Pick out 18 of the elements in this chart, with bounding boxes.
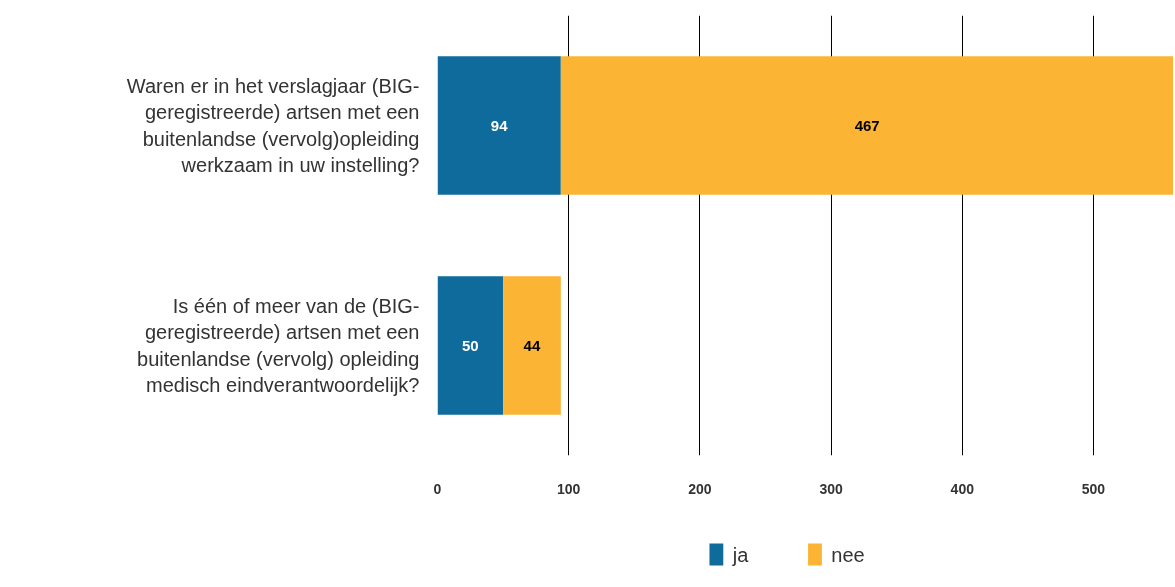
data-label: 44 <box>523 336 541 354</box>
x-tick-label: 0 <box>433 480 442 497</box>
x-tick-label: 200 <box>688 480 712 497</box>
data-label: 467 <box>854 116 880 134</box>
y-tick-label: Waren er in het verslagjaar (BIG-geregistreerde) artsen met een buitenlandse (vervolg)opleiding werkzaam in uw instelling? <box>126 74 420 177</box>
legend-label: nee <box>831 543 865 566</box>
bar <box>503 276 561 415</box>
data-label: 94 <box>490 116 509 134</box>
x-tick-label: 500 <box>1081 480 1106 497</box>
x-tick-label: 300 <box>819 480 843 497</box>
x-tick-label: 100 <box>557 480 581 497</box>
legend-label: ja <box>731 543 750 566</box>
y-tick-label: Is één of meer van de (BIG-geregistreerde) artsen met een buitenlandse (vervolg) opleiding medisch eindverantwoordelijk? <box>137 294 420 397</box>
bar <box>437 276 504 415</box>
bar <box>560 56 1173 195</box>
x-tick-label: 400 <box>950 480 975 497</box>
data-label: 50 <box>461 336 479 354</box>
bar <box>437 56 561 195</box>
